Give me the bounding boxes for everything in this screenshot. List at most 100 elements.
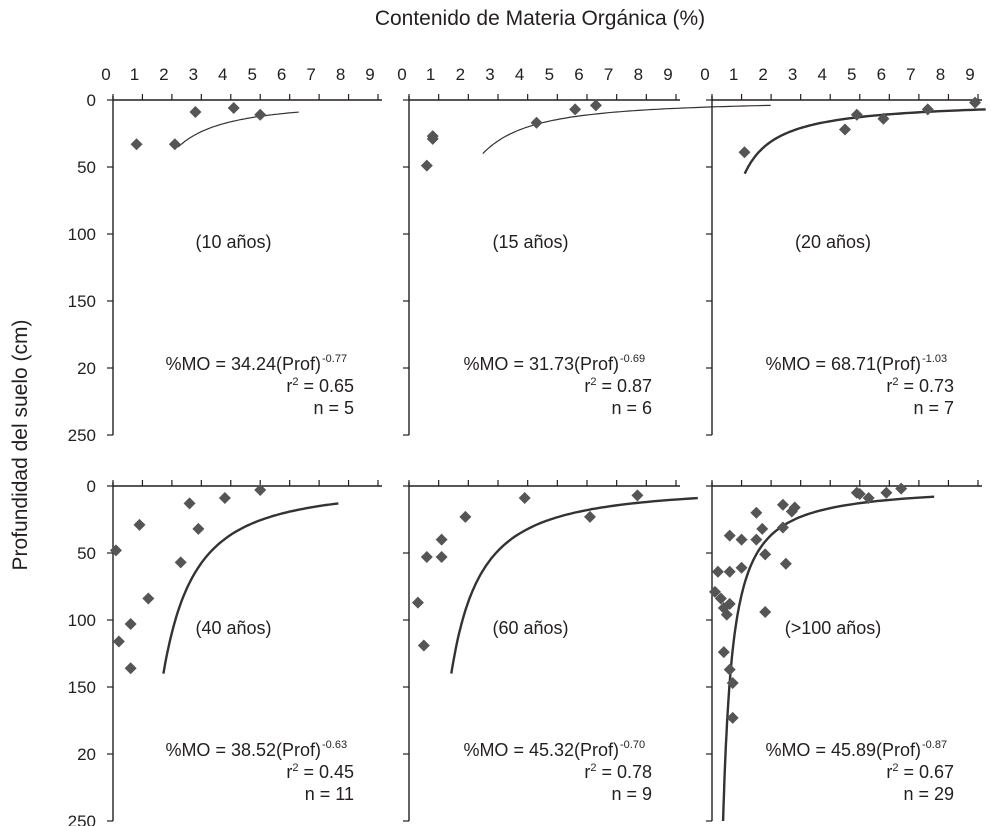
data-point [723, 565, 736, 578]
fit-curve [482, 104, 771, 155]
data-point [877, 112, 890, 125]
panel-2: 0 1 2 3 4 5 6 7 8 9 (15 años) %MO = 31.73(Prof) -0.6… [397, 65, 771, 436]
panel-age-label: (>100 años) [785, 618, 882, 638]
fit-exponent: -0.77 [322, 353, 347, 365]
data-point [759, 605, 772, 618]
data-point [192, 522, 205, 535]
x-tick-label: 3 [788, 65, 797, 84]
x-tick-label: 0 [700, 65, 709, 84]
y-tick-label: 100 [68, 225, 96, 244]
data-point [459, 510, 472, 523]
data-point [583, 510, 596, 523]
x-tick-label: 4 [515, 65, 524, 84]
x-tick-label: 2 [159, 65, 168, 84]
data-point [109, 544, 122, 557]
data-point [779, 557, 792, 570]
data-point [174, 556, 187, 569]
fit-exponent: -0.70 [620, 739, 645, 751]
x-tick-label: 5 [847, 65, 856, 84]
fit-exponent: -0.69 [620, 353, 645, 365]
x-tick-label: 9 [965, 65, 974, 84]
data-point [254, 108, 267, 121]
x-tick-label: 2 [758, 65, 767, 84]
fit-equation: %MO = 45.89(Prof) [765, 740, 921, 760]
data-point [723, 663, 736, 676]
panel-3: 0 1 2 3 4 5 6 7 8 9 (20 años) %MO = 68.71(Prof) -1.0… [700, 65, 986, 436]
x-tick-label: 6 [574, 65, 583, 84]
data-point [895, 482, 908, 495]
data-point [254, 484, 267, 497]
data-point [411, 596, 424, 609]
x-tick-label: 8 [634, 65, 643, 84]
panel-age-label: (15 años) [492, 232, 568, 252]
panel-1: 0 1 2 3 4 5 6 7 8 9 0 50 100 150 20 250 (10 años) %MO = 3… [68, 65, 382, 445]
panel-age-label: (20 años) [795, 232, 871, 252]
sample-count: n = 5 [313, 398, 354, 418]
data-point [717, 646, 730, 659]
x-tick-label: 8 [336, 65, 345, 84]
fit-equation: %MO = 31.73(Prof) [463, 354, 619, 374]
sample-count: n = 7 [913, 398, 954, 418]
x-tick-label: 2 [456, 65, 465, 84]
x-tick-label: 0 [397, 65, 406, 84]
data-point [726, 711, 739, 724]
x-tick-label: 7 [306, 65, 315, 84]
x-tick-label: 6 [277, 65, 286, 84]
data-point [530, 116, 543, 129]
data-point [189, 106, 202, 119]
data-point [130, 138, 143, 151]
y-tick-label: 0 [87, 477, 96, 496]
x-tick-label: 7 [906, 65, 915, 84]
x-tick-label: 5 [247, 65, 256, 84]
x-tick-label: 8 [936, 65, 945, 84]
data-point [714, 592, 727, 605]
y-tick-label: 100 [68, 611, 96, 630]
y-tick-label: 250 [68, 426, 96, 445]
data-point [631, 489, 644, 502]
data-point [708, 585, 721, 598]
data-point [862, 492, 875, 505]
fit-equation: %MO = 68.71(Prof) [765, 354, 921, 374]
y-tick-label: 250 [68, 812, 96, 826]
fit-curve [177, 111, 299, 148]
data-point [589, 99, 602, 112]
x-tick-label: 0 [101, 65, 110, 84]
y-tick-label: 20 [77, 745, 96, 764]
data-point [420, 159, 433, 172]
data-point [518, 492, 531, 505]
y-tick-label: 0 [87, 91, 96, 110]
data-point [720, 608, 733, 621]
data-point [420, 551, 433, 564]
x-tick-label: 4 [817, 65, 826, 84]
fit-curve [743, 108, 986, 175]
data-point [183, 497, 196, 510]
panel-age-label: (40 años) [195, 618, 271, 638]
x-tick-label: 7 [604, 65, 613, 84]
x-tick-label: 9 [663, 65, 672, 84]
data-point [969, 96, 982, 109]
data-point [738, 146, 751, 159]
fit-equation: %MO = 38.52(Prof) [165, 740, 321, 760]
fit-equation: %MO = 34.24(Prof) [165, 354, 321, 374]
sample-count: n = 11 [305, 784, 354, 804]
fit-exponent: -0.63 [322, 739, 347, 751]
x-tick-label: 4 [218, 65, 227, 84]
panel-age-label: (60 años) [492, 618, 568, 638]
data-point [750, 533, 763, 546]
data-point [756, 522, 769, 535]
data-point [880, 486, 893, 499]
r-squared: r2 = 0.78 [584, 762, 652, 782]
y-tick-label: 50 [77, 158, 96, 177]
fit-curve [162, 502, 339, 674]
sample-count: n = 6 [611, 398, 652, 418]
data-point [711, 565, 724, 578]
data-point [735, 533, 748, 546]
data-point [124, 618, 137, 631]
data-point [921, 103, 934, 116]
r-squared: r2 = 0.87 [584, 376, 652, 396]
r-squared: r2 = 0.65 [286, 376, 354, 396]
panel-4: 0 50 100 150 20 250 (40 años) %MO = 38.52(Prof)… [68, 477, 382, 826]
x-tick-label: 1 [426, 65, 435, 84]
